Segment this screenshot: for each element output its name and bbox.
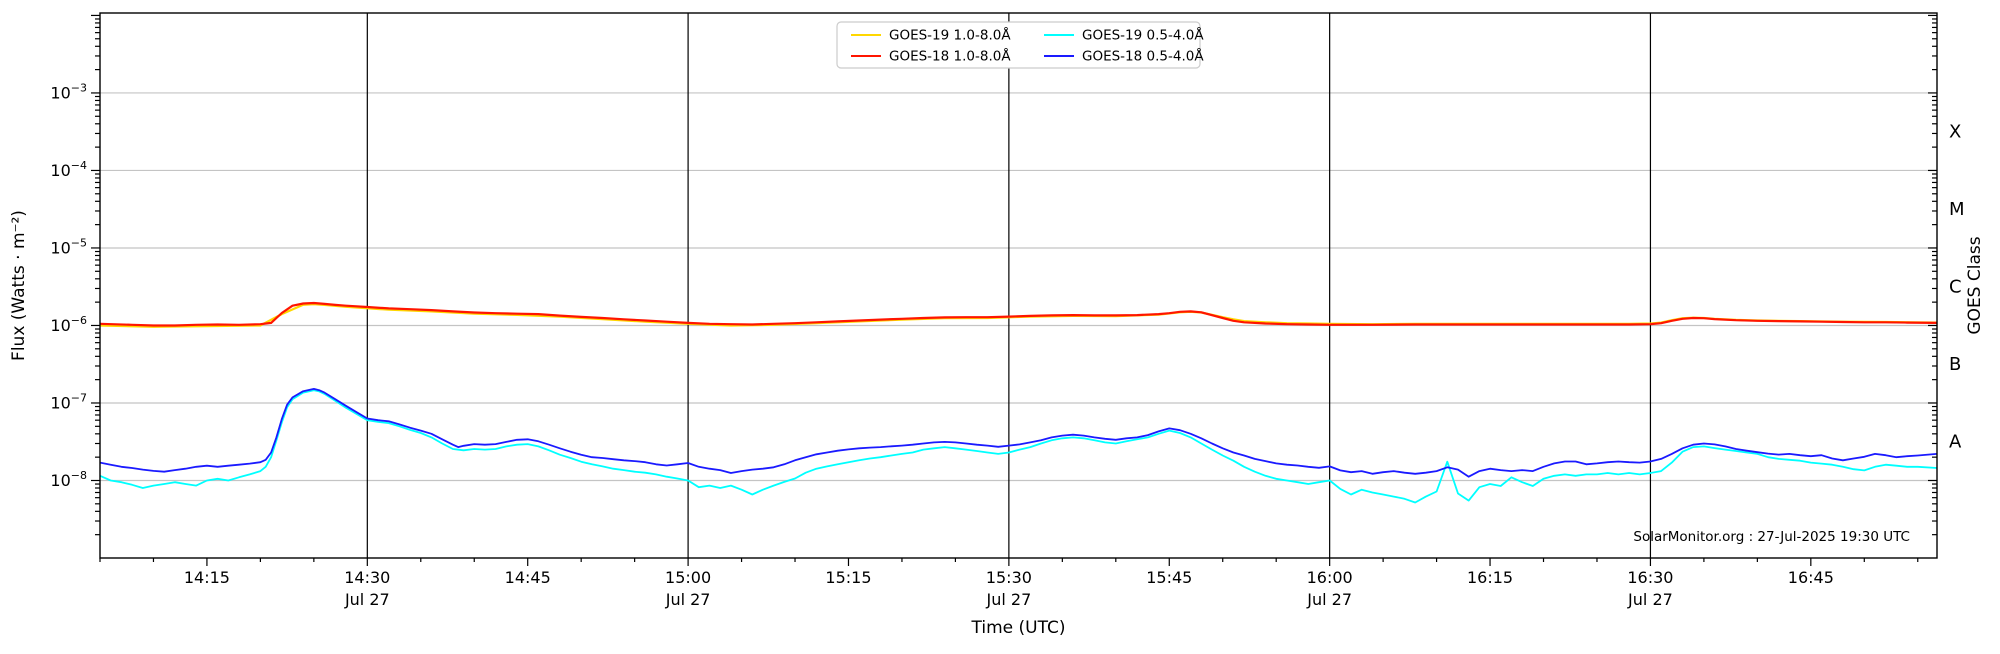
right-axis-title: GOES Class: [1965, 236, 1985, 334]
legend-item-1: GOES-19 1.0-8.0Å: [851, 27, 1011, 44]
plot-border: [99, 12, 1938, 559]
data-series: [100, 301, 1937, 504]
legend-label: GOES-19 0.5-4.0Å: [1082, 27, 1204, 44]
x-tick-label-15:15: 15:15: [825, 568, 871, 587]
x-date-sublabel-14:30: Jul 27: [344, 590, 390, 609]
source-annotation: SolarMonitor.org : 27-Jul-2025 19:30 UTC: [1633, 529, 1910, 545]
legend-label: GOES-18 1.0-8.0Å: [889, 48, 1011, 65]
goes-class-label-x: X: [1949, 122, 1961, 143]
axis-ticks: [91, 14, 1937, 566]
legend-label: GOES-19 1.0-8.0Å: [889, 27, 1011, 44]
legend-box: [836, 21, 1201, 69]
x-tick-label-14:30: 14:30: [344, 568, 390, 587]
x-date-sublabel-16:30: Jul 27: [1627, 590, 1673, 609]
legend-item-2: GOES-18 1.0-8.0Å: [851, 48, 1011, 65]
legend-item-4: GOES-18 0.5-4.0Å: [1044, 48, 1204, 65]
y-axis-title: Flux (Watts · m⁻²): [9, 210, 29, 361]
goes-class-labels: X M C B A: [1949, 122, 1965, 453]
goes-class-label-m: M: [1949, 199, 1965, 220]
series-line-goes-18-0-5-4-0-: [100, 388, 1937, 478]
goes-class-label-a: A: [1949, 432, 1962, 453]
x-tick-label-16:45: 16:45: [1788, 568, 1834, 587]
x-tick-labels: 14:15 14:30 Jul 27 14:45 15:00 Jul 27 15:15 15:…: [184, 568, 1834, 609]
legend-item-3: GOES-19 0.5-4.0Å: [1044, 27, 1204, 44]
legend-label: GOES-18 0.5-4.0Å: [1082, 48, 1204, 65]
x-tick-label-16:30: 16:30: [1627, 568, 1673, 587]
series-line-goes-19-0-5-4-0-: [100, 389, 1937, 504]
x-date-sublabel-15:30: Jul 27: [986, 590, 1032, 609]
x-date-sublabel-16:00: Jul 27: [1306, 590, 1352, 609]
legend: GOES-19 1.0-8.0Å GOES-18 1.0-8.0Å GOES-19 …: [836, 21, 1204, 69]
x-tick-label-15:00: 15:00: [665, 568, 711, 587]
x-tick-label-15:45: 15:45: [1146, 568, 1192, 587]
x-tick-label-14:15: 14:15: [184, 568, 230, 587]
goes-class-label-b: B: [1949, 354, 1961, 375]
gridlines: [100, 13, 1937, 558]
x-axis-title: Time (UTC): [971, 618, 1066, 638]
goes-class-label-c: C: [1949, 277, 1962, 298]
x-date-sublabel-15:00: Jul 27: [665, 590, 711, 609]
x-tick-label-16:00: 16:00: [1307, 568, 1353, 587]
x-tick-label-15:30: 15:30: [986, 568, 1032, 587]
x-tick-label-16:15: 16:15: [1467, 568, 1513, 587]
x-tick-label-14:45: 14:45: [505, 568, 551, 587]
series-line-goes-18-1-0-8-0-: [100, 301, 1937, 327]
